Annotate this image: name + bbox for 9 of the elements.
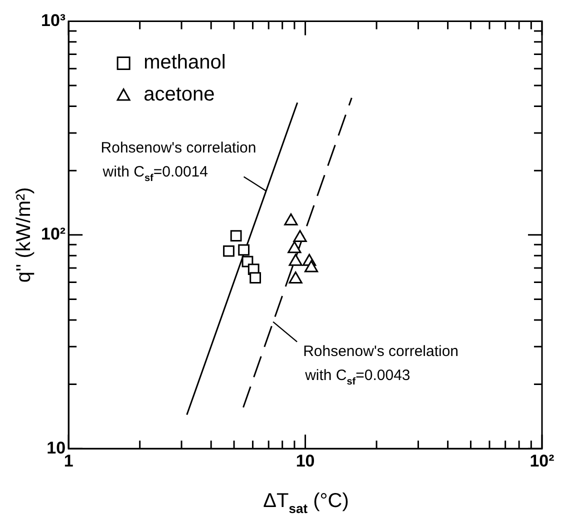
legend-label: acetone: [144, 84, 215, 106]
x-tick-label: 10²: [530, 451, 555, 470]
y-tick-label: 10: [46, 438, 66, 458]
x-tick-label: 10: [296, 451, 315, 470]
x-tick-label: 1: [64, 451, 74, 470]
y-axis-title: q'' (kW/m²): [13, 187, 35, 283]
y-tick-label: 10²: [40, 224, 66, 244]
y-tick-label: 10³: [40, 10, 66, 30]
legend-label: methanol: [144, 52, 226, 74]
